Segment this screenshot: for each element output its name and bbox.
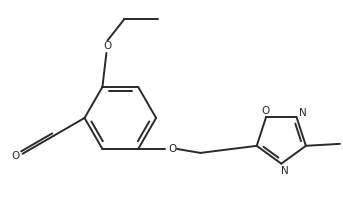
Text: N: N (299, 108, 306, 118)
Text: O: O (168, 144, 177, 154)
Text: N: N (281, 166, 289, 176)
Text: O: O (261, 106, 269, 116)
Text: O: O (12, 151, 20, 161)
Text: O: O (103, 41, 111, 51)
